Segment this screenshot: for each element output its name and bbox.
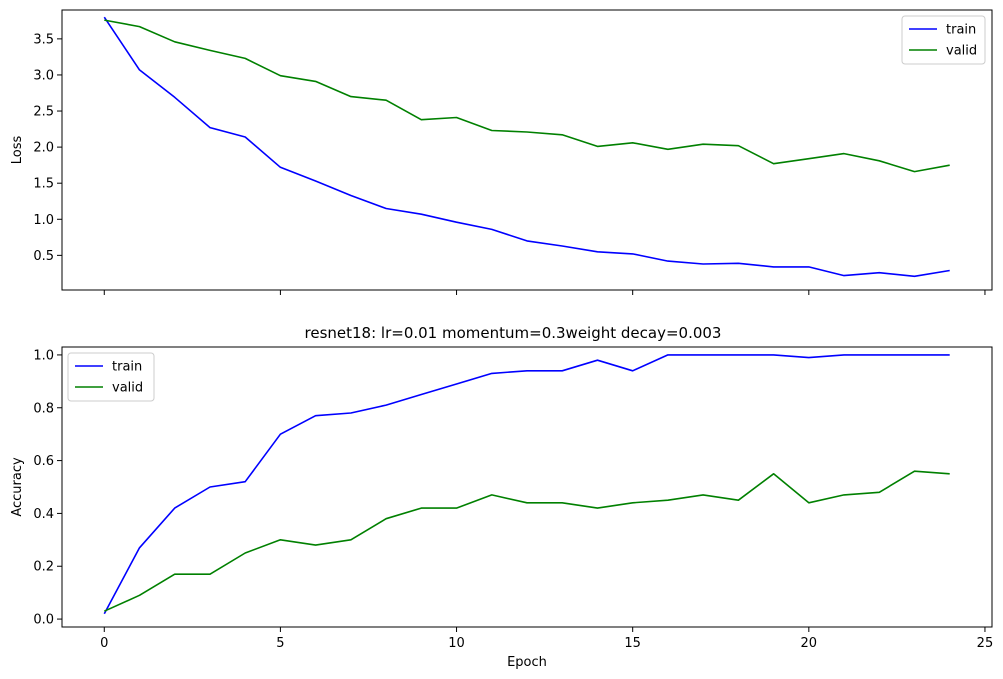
legend-box: [901, 15, 986, 65]
legend-label-train: train: [946, 23, 976, 38]
y-tick-label: 0.0: [33, 613, 54, 628]
y-tick-label: 2.0: [33, 141, 54, 156]
chart-title: resnet18: lr=0.01 momentum=0.3weight dec…: [305, 324, 722, 342]
accuracy-chart: 0 5 10 15 20 25 0.0 0.2 0.4 0.6 0.8 1.0 Accuracy Epoc…: [10, 324, 993, 670]
y-tick-label: 3.0: [33, 68, 54, 83]
y-axis-label: Loss: [10, 136, 25, 165]
x-tick-label: 0: [100, 636, 108, 651]
series-line-train: [103, 16, 950, 278]
y-tick-label: 1.0: [33, 348, 54, 363]
legend-label-train: train: [112, 360, 142, 375]
x-tick-label: 20: [801, 636, 818, 651]
y-tick-label: 1.0: [33, 213, 54, 228]
series-line-train: [103, 354, 950, 615]
x-tick-label: 25: [977, 636, 994, 651]
y-axis-label: Accuracy: [10, 457, 25, 517]
x-tick-label: 5: [276, 636, 284, 651]
y-tick-label: 0.8: [33, 401, 54, 416]
series-line-valid: [103, 470, 950, 612]
y-tick-label: 0.4: [33, 507, 54, 522]
x-tick-label: 10: [448, 636, 465, 651]
x-axis-label: Epoch: [507, 655, 547, 670]
x-tick-label: 15: [624, 636, 641, 651]
loss-chart: 0.5 1.0 1.5 2.0 2.5 3.0 3.5 Loss train valid: [10, 9, 993, 295]
y-tick-label: 3.5: [33, 32, 54, 47]
y-tick-label: 0.6: [33, 454, 54, 469]
plot-frame: [61, 9, 993, 291]
y-tick-label: 0.2: [33, 560, 54, 575]
plot-frame: [61, 346, 993, 628]
legend-label-valid: valid: [946, 44, 977, 59]
y-tick-label: 2.5: [33, 105, 54, 120]
legend-label-valid: valid: [112, 381, 143, 396]
legend-box: [67, 352, 155, 402]
y-tick-label: 1.5: [33, 177, 54, 192]
y-tick-label: 0.5: [33, 249, 54, 264]
series-line-valid: [104, 19, 950, 173]
